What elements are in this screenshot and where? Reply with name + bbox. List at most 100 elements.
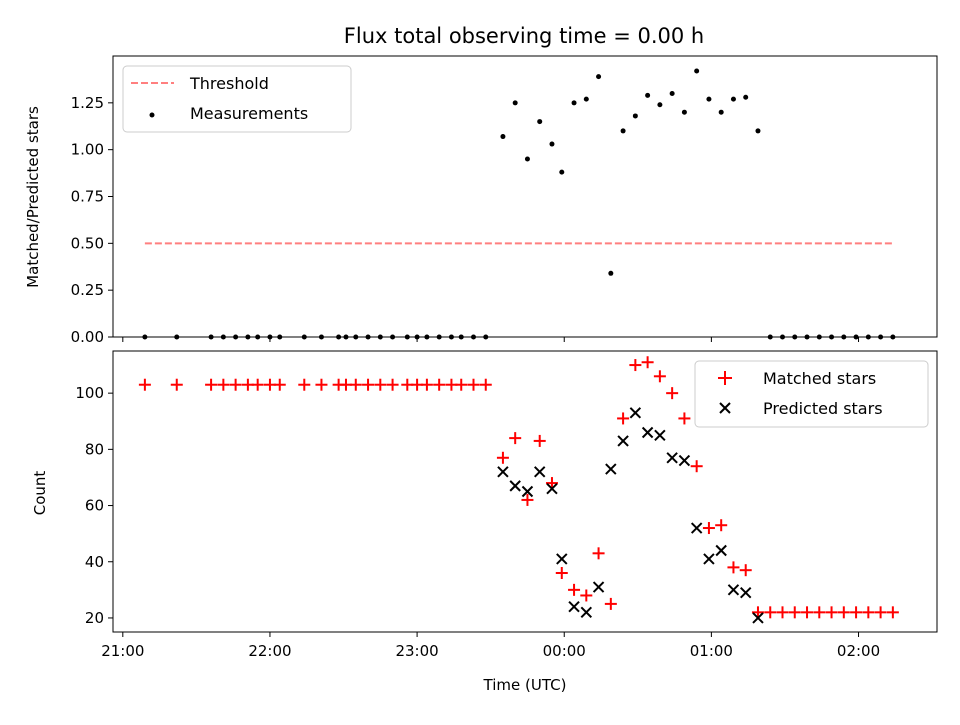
measurements-point	[524, 156, 530, 162]
bottom-panel-ytick-label: 100	[75, 384, 104, 402]
predicted-stars-point	[666, 452, 678, 464]
predicted-stars-point	[727, 584, 740, 596]
measurements-point	[743, 94, 749, 100]
matched-stars-point	[138, 378, 151, 391]
bottom-panel-xtick-label: 01:00	[690, 642, 733, 660]
predicted-stars-point	[654, 429, 666, 442]
matched-stars-point	[580, 589, 593, 602]
matched-stars-point	[702, 522, 715, 535]
bottom-panel: 21:00 22:00 23:00 00:00 01:00 02:00 20 40 60 80 10…	[31, 350, 938, 694]
matched-stars-point	[496, 451, 509, 464]
measurements-point	[755, 128, 761, 134]
predicted-stars-point	[752, 612, 764, 624]
matched-stars-point	[205, 378, 218, 391]
predicted-stars-point	[678, 454, 691, 467]
matched-stars-point	[886, 606, 899, 619]
bottom-panel-xtick-label: 00:00	[543, 642, 586, 660]
predicted-legend-swatch	[719, 402, 731, 414]
measurements-point	[706, 96, 712, 102]
top-panel-ylabel: Matched/Predicted stars	[24, 106, 42, 288]
measurements-point	[583, 96, 589, 102]
matched-stars-point	[229, 378, 242, 391]
top-panel-ytick-label: 1.25	[71, 94, 104, 112]
predicted-legend-label: Predicted stars	[763, 399, 883, 418]
measurements-point	[559, 169, 565, 175]
matched-stars-point	[251, 378, 264, 391]
matched-stars-point	[837, 606, 850, 619]
bottom-panel-xtick-label: 23:00	[395, 642, 438, 660]
bottom-panel-frame	[112, 350, 938, 633]
matched-stars-point	[850, 606, 863, 619]
measurements-point	[669, 90, 675, 96]
matched-stars-point	[788, 606, 801, 619]
matched-stars-point	[641, 356, 654, 369]
matched-stars-point	[509, 432, 522, 445]
matched-stars-point	[217, 378, 230, 391]
matched-stars-series	[138, 356, 899, 619]
measurements-point	[512, 100, 518, 106]
matched-stars-point	[862, 606, 875, 619]
matched-stars-point	[273, 378, 286, 391]
measurements-point	[681, 109, 687, 115]
measurements-point	[571, 100, 577, 106]
matched-stars-point	[592, 547, 605, 560]
measurements-point	[596, 74, 602, 80]
top-legend-frame	[122, 65, 352, 133]
matched-stars-point	[715, 519, 728, 532]
bottom-panel-ytick-label: 20	[85, 609, 104, 627]
matched-stars-point	[386, 378, 399, 391]
predicted-stars-point	[592, 581, 605, 593]
matched-stars-point	[545, 477, 558, 490]
matched-stars-point	[479, 378, 492, 391]
matched-stars-point	[874, 606, 887, 619]
matched-stars-point	[362, 378, 375, 391]
matched-stars-point	[170, 378, 183, 391]
matched-stars-point	[533, 434, 546, 447]
matched-stars-point	[825, 606, 838, 619]
predicted-stars-point	[715, 544, 727, 557]
predicted-stars-series	[497, 407, 764, 624]
bottom-panel-ytick-label: 60	[85, 497, 104, 515]
top-panel-ytick-label: 1.00	[71, 141, 104, 159]
matched-stars-point	[433, 378, 446, 391]
predicted-stars-point	[641, 426, 654, 439]
matched-stars-point	[727, 561, 740, 574]
top-panel-ytick-label: 0.75	[71, 188, 104, 206]
measurements-point	[632, 113, 638, 119]
matched-stars-point	[467, 378, 480, 391]
bottom-panel-ytick-label: 80	[85, 440, 104, 458]
predicted-stars-point	[521, 485, 534, 498]
predicted-stars-point	[580, 606, 593, 619]
matched-legend-label: Matched stars	[763, 369, 876, 388]
top-panel: Flux total observing time = 0.00 h 0.00 0…	[24, 24, 938, 346]
measurements-point	[657, 102, 663, 108]
matched-stars-point	[690, 460, 703, 473]
bottom-legend-frame	[694, 360, 929, 428]
bottom-panel-ytick-label: 40	[85, 553, 104, 571]
bottom-panel-ylabel: Count	[31, 471, 49, 516]
matched-legend-swatch	[718, 371, 732, 385]
top-panel-ytick-label: 0.00	[71, 328, 104, 346]
top-panel-title: Flux total observing time = 0.00 h	[344, 24, 704, 48]
predicted-stars-point	[605, 463, 617, 475]
predicted-stars-point	[690, 522, 703, 534]
predicted-stars-point	[703, 553, 715, 565]
matched-stars-point	[617, 412, 630, 425]
top-panel-ytick-label: 0.25	[71, 281, 104, 299]
measurements-legend-swatch	[149, 112, 155, 118]
matched-stars-point	[420, 378, 433, 391]
bottom-panel-xtick-label: 02:00	[837, 642, 880, 660]
bottom-panel-xtick-label: 22:00	[248, 642, 291, 660]
matched-stars-point	[629, 359, 642, 372]
predicted-stars-point	[546, 482, 558, 495]
predicted-stars-point	[629, 407, 642, 419]
predicted-stars-point	[534, 466, 546, 478]
measurements-point	[730, 96, 736, 102]
bottom-panel-marks	[138, 356, 899, 624]
measurements-point	[718, 109, 724, 115]
measurements-point	[549, 141, 555, 147]
matched-stars-point	[751, 606, 764, 619]
bottom-panel-ticks: 21:00 22:00 23:00 00:00 01:00 02:00 20 40 60 80 10…	[75, 384, 880, 660]
matched-stars-point	[298, 378, 311, 391]
